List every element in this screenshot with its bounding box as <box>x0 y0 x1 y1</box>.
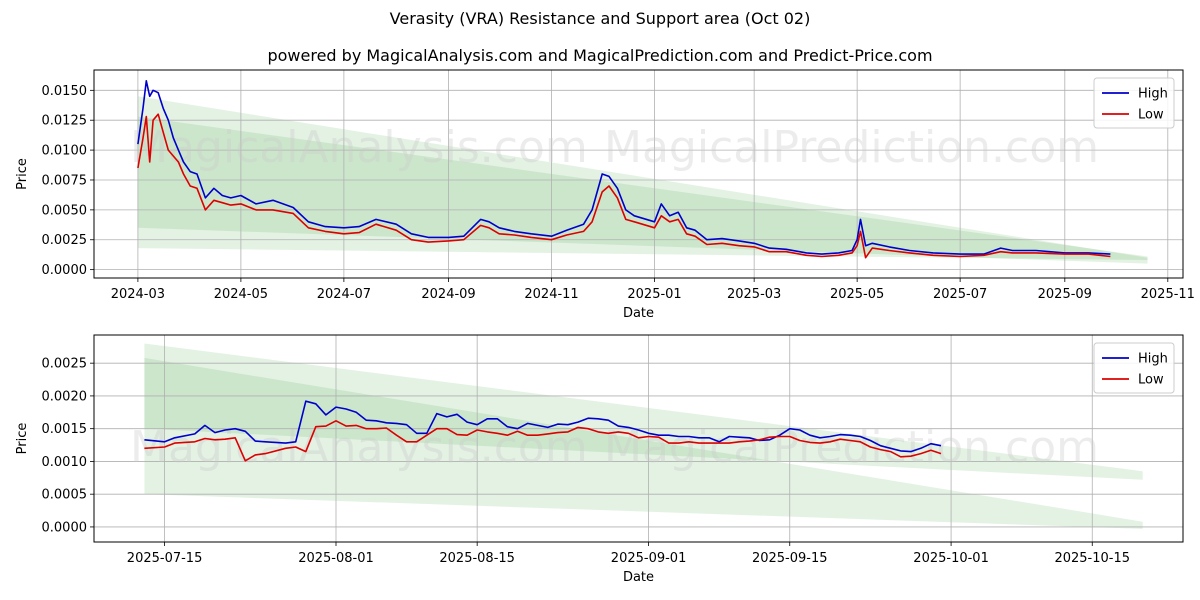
panel-1: 2024-03 2024-05 2024-07 2024-09 2024-11 2025-… <box>15 69 1195 323</box>
y-tick-label: 0.0100 <box>42 144 88 159</box>
x-axis-label: Date <box>623 306 654 321</box>
x-tick-label: 2025-05 <box>830 287 884 302</box>
x-tick-label: 2025-09-15 <box>752 551 828 566</box>
y-tick-label: 0.0020 <box>42 389 88 404</box>
y-tick-label: 0.0025 <box>42 233 88 248</box>
x-tick-label: 2025-07 <box>933 287 987 302</box>
legend-label-low: Low <box>1138 108 1164 123</box>
watermark: MagicalPrediction.com <box>604 272 1099 323</box>
x-tick-label: 2025-09 <box>1038 287 1092 302</box>
x-tick-label: 2025-11 <box>1141 287 1195 302</box>
x-tick-label: 2025-08-01 <box>298 551 374 566</box>
band-2 <box>144 357 1143 529</box>
y-axis-label: Price <box>15 423 30 455</box>
x-tick-label: 2024-09 <box>421 287 475 302</box>
legend-box <box>1093 77 1175 129</box>
watermark: MagicalAnalysis.com <box>130 122 588 173</box>
x-tick-label: 2024-07 <box>317 287 371 302</box>
legend-label-high: High <box>1138 352 1168 367</box>
y-axis-label: Price <box>15 158 30 190</box>
x-tick-label: 2025-09-01 <box>611 551 687 566</box>
legend-label-low: Low <box>1138 373 1164 388</box>
y-tick-label: 0.0125 <box>42 114 88 129</box>
band-1 <box>144 343 1143 480</box>
band-2 <box>137 116 1148 261</box>
x-tick-label: 2025-08-15 <box>439 551 515 566</box>
x-tick-label: 2024-05 <box>214 287 268 302</box>
chart-subtitle: powered by MagicalAnalysis.com and Magic… <box>267 46 933 65</box>
legend-box <box>1093 342 1175 394</box>
series-low-line <box>137 113 1111 259</box>
x-tick-label: 2025-03 <box>727 287 781 302</box>
watermark: MagicalAnalysis.com <box>130 422 588 473</box>
plot-frame <box>93 334 1184 543</box>
watermark: MagicalPrediction.com <box>604 422 1099 473</box>
x-tick-label: 2024-11 <box>524 287 578 302</box>
x-tick-label: 2025-01 <box>627 287 681 302</box>
watermark: MagicalAnalysis.com <box>130 272 588 323</box>
y-tick-label: 0.0010 <box>42 455 88 470</box>
chart-title: Verasity (VRA) Resistance and Support ar… <box>389 9 811 28</box>
x-tick-label: 2025-10-15 <box>1054 551 1130 566</box>
y-tick-label: 0.0025 <box>42 357 88 372</box>
panel-2: 2025-07-15 2025-08-01 2025-08-15 2025-09-01… <box>15 334 1184 585</box>
y-tick-label: 0.0050 <box>42 203 88 218</box>
series-low-line <box>144 419 942 462</box>
x-tick-label: 2025-10-01 <box>913 551 989 566</box>
y-tick-label: 0.0000 <box>42 263 88 278</box>
legend-label-high: High <box>1138 87 1168 102</box>
y-tick-label: 0.0000 <box>42 520 88 535</box>
y-tick-label: 0.0005 <box>42 488 88 503</box>
series-high-line <box>137 80 1111 255</box>
plot-frame <box>93 69 1184 279</box>
x-tick-label: 2024-03 <box>111 287 165 302</box>
x-tick-label: 2025-07-15 <box>127 551 203 566</box>
series-high-line <box>144 400 942 453</box>
watermark: MagicalPrediction.com <box>604 122 1099 173</box>
y-tick-label: 0.0015 <box>42 422 88 437</box>
y-tick-label: 0.0150 <box>42 84 88 99</box>
y-tick-label: 0.0075 <box>42 173 88 188</box>
x-axis-label: Date <box>623 570 654 585</box>
